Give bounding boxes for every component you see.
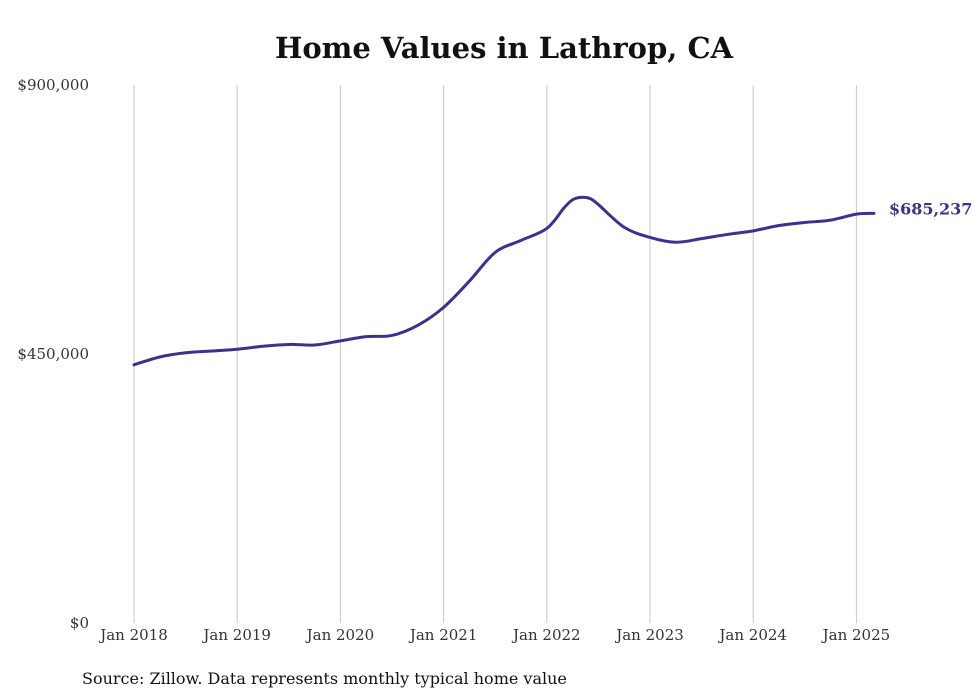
y-tick-label: $0 — [70, 614, 89, 632]
x-tick-label: Jan 2019 — [201, 626, 271, 644]
source-note: Source: Zillow. Data represents monthly … — [82, 669, 567, 688]
x-tick-label: Jan 2020 — [305, 626, 375, 644]
vertical-gridlines — [133, 85, 857, 623]
y-axis-tick-labels: $0 $450,000 $900,000 — [17, 76, 89, 632]
x-tick-label: Jan 2024 — [717, 626, 787, 644]
x-tick-label: Jan 2022 — [511, 626, 581, 644]
latest-value-label: $685,237 — [889, 199, 973, 218]
x-tick-label: Jan 2018 — [98, 626, 168, 644]
y-tick-label: $900,000 — [17, 76, 89, 94]
x-tick-label: Jan 2023 — [614, 626, 684, 644]
y-tick-label: $450,000 — [17, 345, 89, 363]
chart-title: Home Values in Lathrop, CA — [275, 31, 734, 65]
home-value-line — [132, 195, 876, 367]
x-tick-label: Jan 2021 — [408, 626, 478, 644]
x-tick-label: Jan 2025 — [821, 626, 891, 644]
x-axis-tick-labels: Jan 2018 Jan 2019 Jan 2020 Jan 2021 Jan 2022… — [98, 626, 890, 644]
